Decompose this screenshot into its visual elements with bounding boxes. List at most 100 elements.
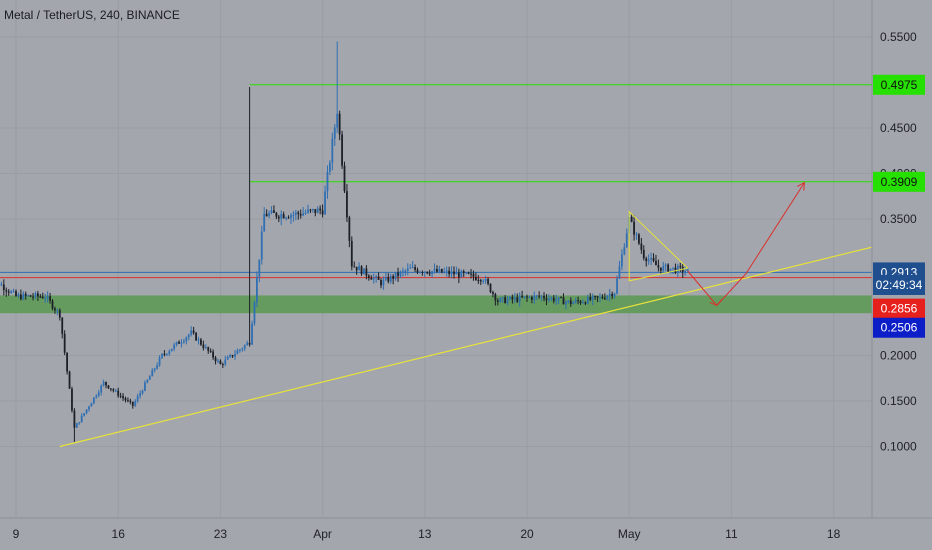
- price-badge-label: 0.2506: [881, 321, 918, 335]
- candle-body: [285, 217, 287, 219]
- arrow-path-drawing[interactable]: [687, 182, 805, 307]
- candle-body: [399, 271, 402, 277]
- candle-body: [662, 265, 665, 271]
- candle-body: [384, 277, 387, 280]
- candle-body: [382, 279, 385, 286]
- candle-body: [475, 276, 477, 280]
- candle-body: [75, 423, 78, 428]
- candle-body: [307, 209, 309, 213]
- candle-body: [545, 298, 548, 301]
- candle-body: [465, 272, 468, 274]
- candle-body: [470, 273, 472, 275]
- candle-body: [387, 277, 390, 282]
- candle-body: [438, 269, 441, 272]
- candle-body: [107, 385, 110, 389]
- time-tick-label: 13: [418, 527, 432, 541]
- candle-body: [550, 297, 553, 299]
- candle-body: [363, 268, 365, 275]
- candle-body: [187, 334, 190, 338]
- candle-body: [302, 213, 305, 216]
- candle-body: [66, 352, 68, 372]
- candle-body: [642, 249, 645, 259]
- candle-body: [494, 294, 497, 301]
- candle-body: [243, 345, 246, 349]
- price-badge-label: 0.3909: [881, 175, 918, 189]
- candle-body: [526, 296, 528, 298]
- candle-body: [421, 271, 424, 273]
- candle-body: [567, 300, 570, 302]
- candle-body: [409, 267, 412, 269]
- candle-body: [414, 267, 416, 270]
- candle-body: [88, 406, 90, 410]
- price-badge-red: [873, 298, 925, 319]
- candle-body: [623, 247, 626, 255]
- candle-body: [377, 276, 380, 280]
- candle-body: [499, 298, 502, 302]
- candle-body: [183, 341, 185, 343]
- candle-body: [445, 270, 448, 272]
- candle-body: [229, 355, 232, 358]
- candle-body: [472, 273, 475, 277]
- time-tick-label: 18: [827, 527, 841, 541]
- candle-body: [212, 351, 214, 358]
- candle-body: [71, 388, 73, 411]
- candle-body: [603, 298, 606, 300]
- candle-body: [236, 350, 239, 355]
- candle-body: [484, 279, 487, 281]
- candle-body: [156, 365, 159, 369]
- candle-body: [73, 410, 76, 428]
- candle-body: [148, 376, 151, 380]
- candle-body: [684, 271, 687, 273]
- candle-body: [190, 330, 193, 335]
- candle-body: [246, 342, 249, 346]
- candle-body: [290, 215, 292, 218]
- candle-body: [12, 291, 15, 293]
- candle-body: [591, 296, 594, 300]
- trendline-drawing[interactable]: [59, 214, 932, 448]
- candle-body: [611, 293, 614, 297]
- candle-body: [521, 295, 524, 298]
- candle-body: [477, 279, 480, 281]
- candle-body: [83, 413, 86, 416]
- candle-body: [543, 295, 545, 299]
- horizontal-gridlines: [0, 36, 872, 447]
- candle-body: [397, 272, 399, 277]
- candle-body: [92, 397, 95, 404]
- candle-body: [265, 213, 268, 217]
- candle-body: [58, 310, 61, 318]
- candle-body: [462, 271, 465, 274]
- candle-body: [372, 277, 375, 280]
- candle-body: [402, 270, 404, 272]
- candle-body: [304, 212, 307, 214]
- candle-body: [209, 350, 212, 352]
- candle-body: [314, 209, 317, 214]
- triangle-drawing[interactable]: [628, 210, 689, 282]
- chart-title: Metal / TetherUS, 240, BINANCE: [4, 8, 180, 22]
- drawing-layer[interactable]: [59, 181, 932, 448]
- candle-body: [346, 191, 348, 218]
- candle-body: [380, 279, 382, 286]
- time-tick-label: Apr: [313, 527, 332, 541]
- candle-body: [324, 191, 326, 215]
- candle-body: [426, 271, 429, 274]
- candle-body: [574, 300, 577, 303]
- price-tick-label: 0.1500: [880, 394, 917, 408]
- candle-body: [251, 323, 253, 345]
- candle-body: [80, 415, 83, 423]
- candle-body: [618, 266, 621, 279]
- candle-body: [270, 210, 273, 214]
- candle-body: [448, 270, 451, 275]
- candle-body: [582, 302, 584, 304]
- candle-body: [343, 165, 346, 192]
- candle-body: [676, 266, 679, 273]
- candle-body: [552, 297, 555, 302]
- candle-body: [528, 297, 531, 299]
- candle-body: [90, 403, 93, 407]
- candle-body: [659, 267, 662, 271]
- candle-body: [647, 259, 650, 262]
- candle-body: [56, 310, 59, 312]
- candle-body: [268, 213, 270, 217]
